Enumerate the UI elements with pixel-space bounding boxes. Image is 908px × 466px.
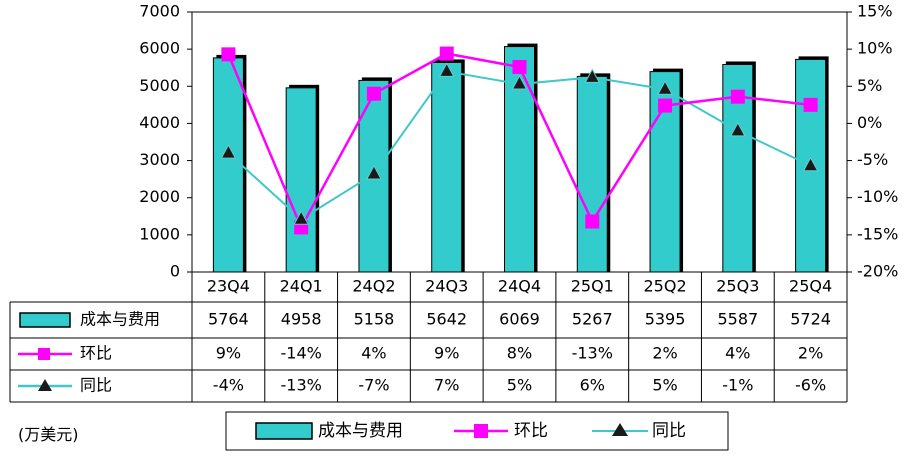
data-label: -13% bbox=[572, 344, 613, 363]
right-tick-label: -20% bbox=[857, 262, 898, 281]
legend: 成本与费用 环比 同比 bbox=[225, 411, 729, 451]
category-label: 24Q1 bbox=[280, 277, 323, 296]
data-label: -7% bbox=[358, 376, 389, 395]
category-label: 24Q2 bbox=[352, 277, 395, 296]
row-label: 成本与费用 bbox=[80, 310, 160, 329]
right-axis: -20% -15% -10% -5% 0% 5% 10% 15% bbox=[847, 2, 898, 281]
left-tick-label: 6000 bbox=[139, 39, 180, 58]
data-label: 5642 bbox=[426, 310, 467, 329]
category-label: 25Q2 bbox=[643, 277, 686, 296]
point-环比 bbox=[803, 97, 818, 112]
category-label: 25Q1 bbox=[571, 277, 614, 296]
left-tick-label: 3000 bbox=[139, 150, 180, 169]
line-series bbox=[220, 46, 819, 235]
left-tick-label: 1000 bbox=[139, 224, 180, 243]
left-tick-label: 2000 bbox=[139, 187, 180, 206]
legend-key-bar bbox=[255, 422, 313, 440]
data-label: -1% bbox=[722, 376, 753, 395]
data-table: 23Q4 24Q1 24Q2 24Q3 24Q4 25Q1 25Q2 25Q3 25Q4 成本与费… bbox=[9, 271, 848, 403]
bar bbox=[576, 75, 608, 273]
right-tick-label: 0% bbox=[857, 113, 882, 132]
point-同比 bbox=[802, 156, 819, 172]
legend-label: 成本与费用 bbox=[318, 421, 403, 441]
point-同比 bbox=[293, 210, 310, 225]
point-同比 bbox=[438, 62, 455, 77]
category-label: 25Q3 bbox=[716, 277, 759, 296]
point-环比 bbox=[730, 89, 745, 104]
point-同比 bbox=[657, 80, 673, 95]
right-tick-label: -10% bbox=[857, 187, 898, 206]
bar-series bbox=[212, 43, 829, 273]
data-label: 6% bbox=[580, 376, 605, 395]
bar bbox=[212, 57, 244, 273]
point-环比 bbox=[221, 47, 236, 62]
data-label: 8% bbox=[507, 344, 532, 363]
row-key-marker bbox=[38, 379, 52, 391]
data-label: -4% bbox=[213, 376, 244, 395]
point-环比 bbox=[658, 98, 673, 113]
bar bbox=[285, 87, 317, 273]
data-label: 5587 bbox=[717, 310, 758, 329]
left-tick-label: 5000 bbox=[139, 76, 180, 95]
data-label: 9% bbox=[216, 344, 241, 363]
category-label: 24Q3 bbox=[425, 277, 468, 296]
data-label: 2% bbox=[652, 344, 677, 363]
point-同比 bbox=[511, 75, 528, 90]
point-同比 bbox=[220, 144, 237, 159]
legend-label: 环比 bbox=[514, 421, 548, 441]
left-tick-label: 0 bbox=[170, 262, 180, 281]
left-tick-label: 7000 bbox=[139, 2, 180, 21]
point-同比 bbox=[366, 164, 382, 180]
right-tick-label: -15% bbox=[857, 224, 898, 243]
data-label: 4958 bbox=[281, 310, 322, 329]
left-axis: 0 1000 2000 3000 4000 5000 6000 7000 bbox=[139, 2, 192, 281]
legend-key-marker bbox=[474, 424, 488, 438]
row-label: 同比 bbox=[80, 376, 112, 395]
data-label: 5158 bbox=[354, 310, 395, 329]
data-label: 5395 bbox=[645, 310, 686, 329]
left-tick-label: 4000 bbox=[139, 113, 180, 132]
point-环比 bbox=[585, 214, 600, 229]
data-label: 6069 bbox=[499, 310, 540, 329]
row-key-marker bbox=[38, 348, 50, 360]
data-label: 4% bbox=[725, 344, 750, 363]
data-label: 5% bbox=[652, 376, 677, 395]
point-环比 bbox=[439, 46, 454, 61]
data-label: 4% bbox=[361, 344, 386, 363]
category-label: 25Q4 bbox=[789, 277, 832, 296]
right-tick-label: 5% bbox=[857, 76, 882, 95]
data-label: 7% bbox=[434, 376, 459, 395]
bar bbox=[431, 61, 463, 273]
data-label: -14% bbox=[280, 344, 321, 363]
row-key-bar bbox=[19, 312, 71, 328]
data-label: 2% bbox=[798, 344, 823, 363]
unit-note: (万美元) bbox=[18, 425, 79, 444]
category-label: 24Q4 bbox=[498, 277, 541, 296]
point-同比 bbox=[729, 121, 746, 137]
data-label: 5267 bbox=[572, 310, 613, 329]
row-label: 环比 bbox=[80, 344, 112, 363]
data-label: -6% bbox=[795, 376, 826, 395]
data-label: 5% bbox=[507, 376, 532, 395]
right-tick-label: -5% bbox=[857, 150, 888, 169]
right-tick-label: 10% bbox=[857, 39, 893, 58]
category-label: 23Q4 bbox=[207, 277, 250, 296]
data-label: 5764 bbox=[208, 310, 249, 329]
legend-label: 同比 bbox=[652, 421, 686, 441]
point-环比 bbox=[366, 86, 381, 101]
point-环比 bbox=[512, 59, 527, 74]
data-label: -13% bbox=[280, 376, 321, 395]
data-label: 5724 bbox=[790, 310, 831, 329]
data-label: 9% bbox=[434, 344, 459, 363]
right-tick-label: 15% bbox=[857, 2, 893, 21]
legend-key-marker bbox=[612, 423, 628, 436]
point-同比 bbox=[584, 68, 601, 83]
